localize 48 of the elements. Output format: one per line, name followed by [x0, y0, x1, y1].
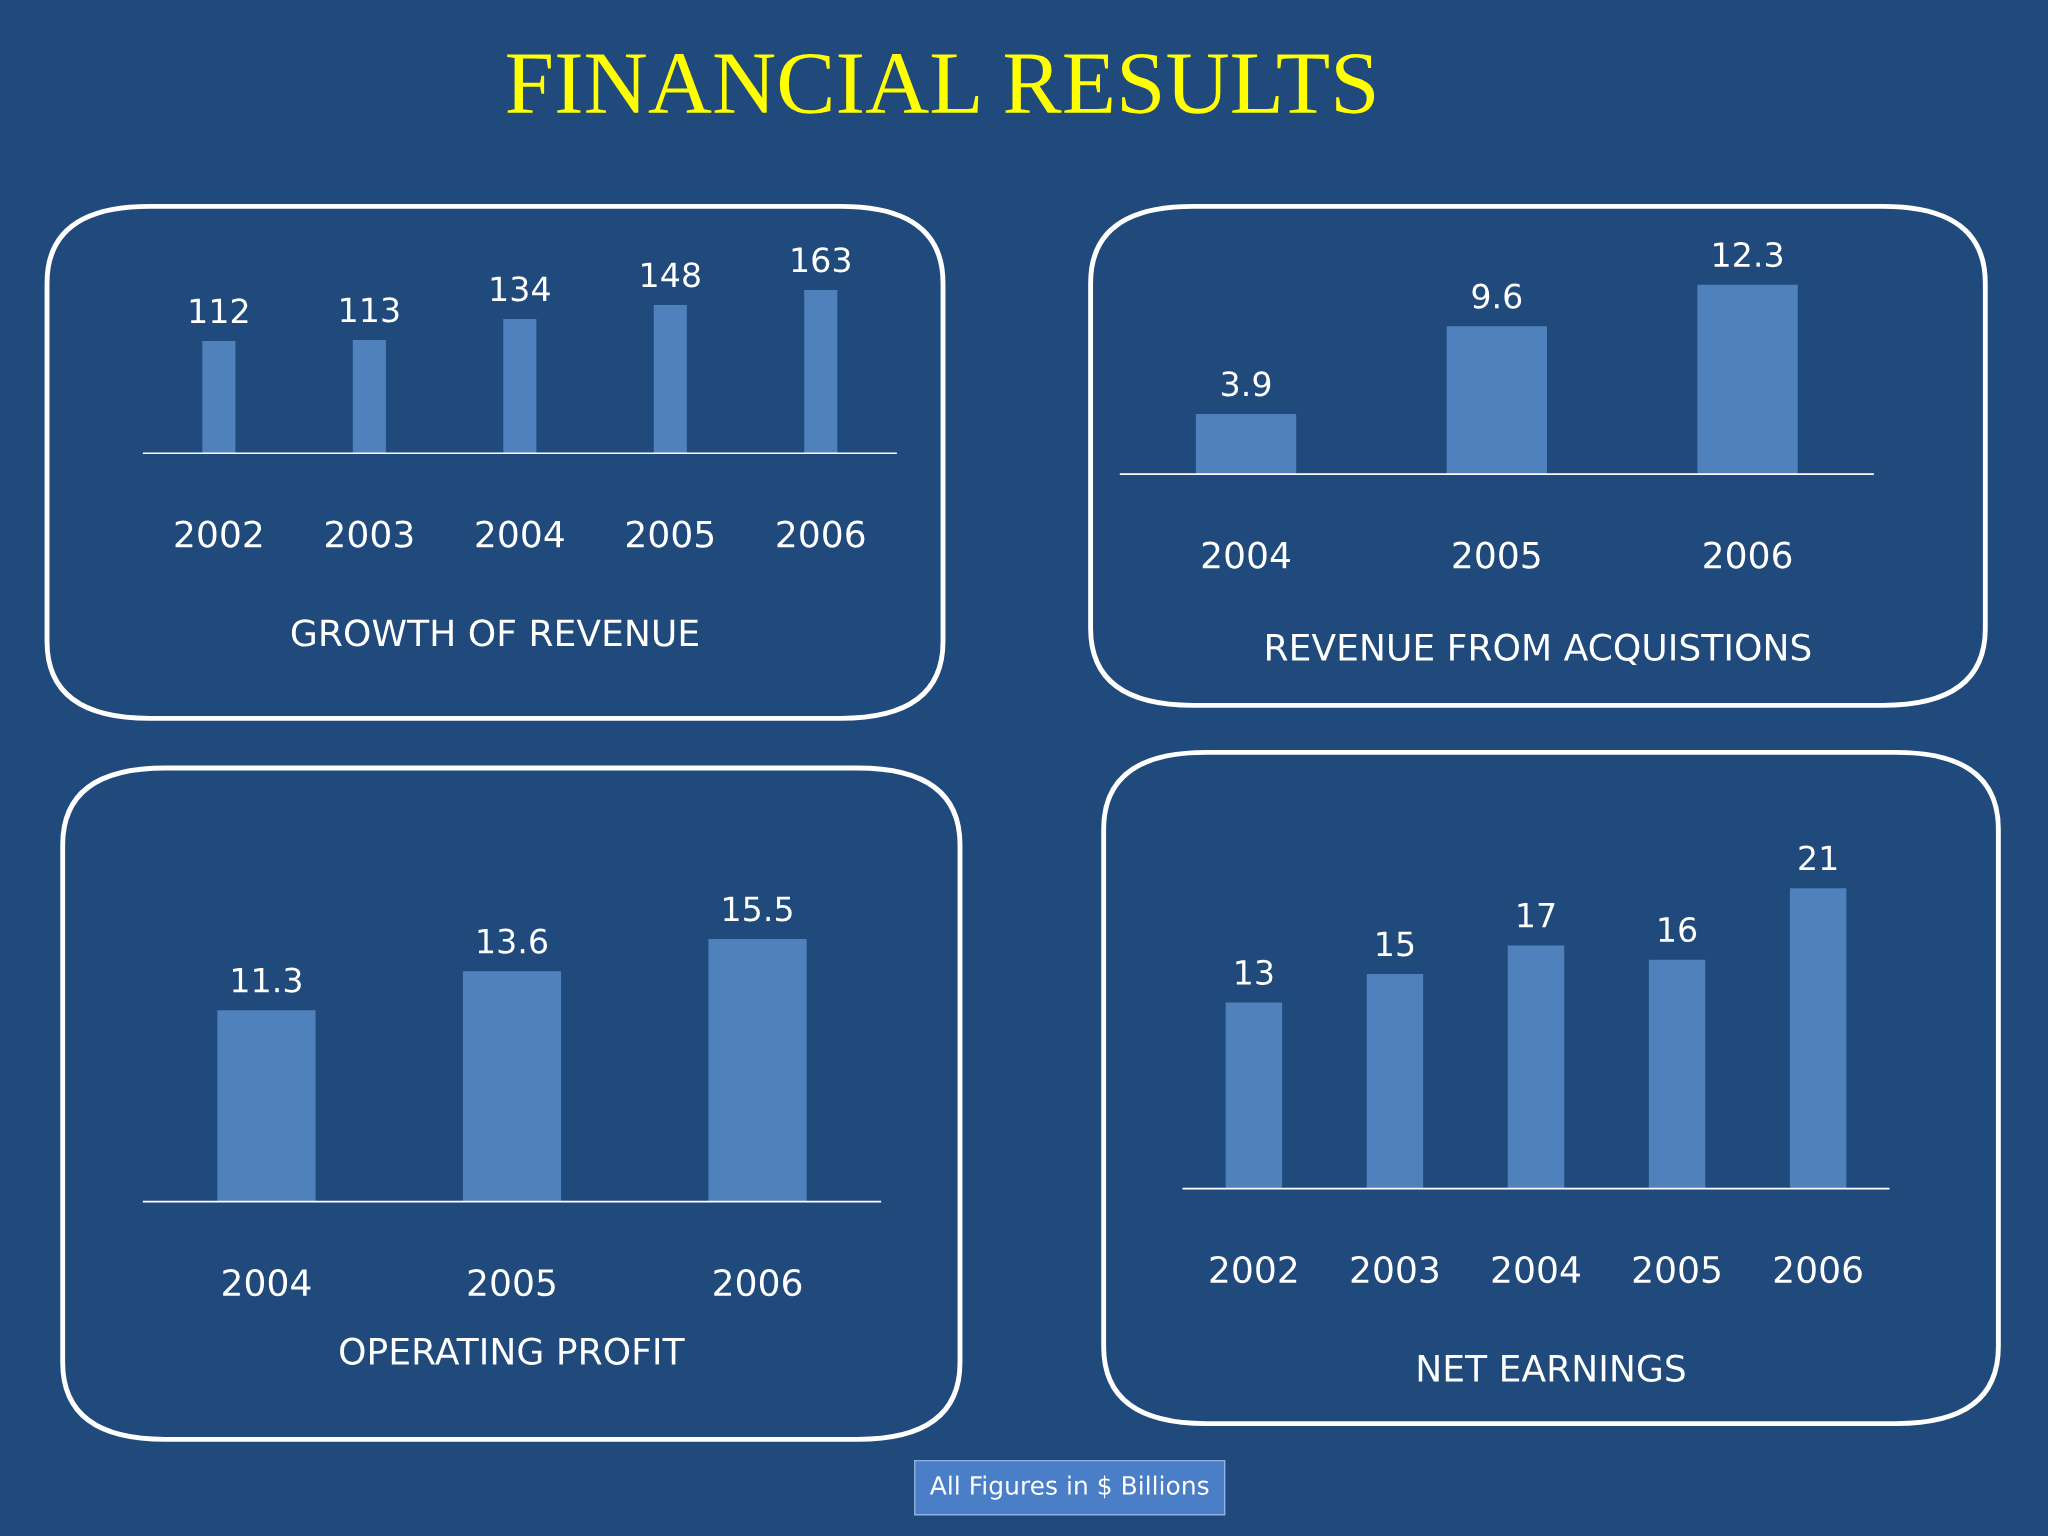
x-tick-label: 2002 [175, 520, 262, 548]
data-label: 113 [341, 297, 399, 323]
x-tick-label: 2005 [468, 1268, 555, 1297]
data-label: 112 [190, 298, 248, 323]
x-tick-label: 2003 [326, 520, 413, 548]
data-label: 134 [491, 276, 550, 302]
data-label: 17 [1518, 903, 1555, 928]
x-tick-label: 2005 [1453, 541, 1540, 569]
bar [202, 341, 236, 454]
x-tick-label: 2002 [1210, 1255, 1297, 1284]
x-tick-label: 2004 [223, 1268, 311, 1297]
data-label: 3.9 [1222, 371, 1271, 397]
x-axis-title: NET EARNINGS [1418, 1354, 1685, 1382]
x-tick-label: 2004 [1492, 1255, 1580, 1284]
data-label: 9.6 [1472, 283, 1522, 309]
data-label: 15 [1377, 931, 1414, 957]
x-tick-label: 2005 [1633, 1255, 1720, 1284]
data-label: 15.5 [724, 896, 792, 922]
x-tick-label: 2006 [714, 1268, 802, 1297]
bar [653, 304, 687, 454]
data-label: 21 [1799, 845, 1837, 871]
x-axis-title: GROWTH OF REVENUE [291, 619, 698, 647]
x-tick-label: 2006 [1774, 1255, 1862, 1284]
bar [352, 340, 386, 454]
bar [804, 289, 838, 454]
bar [1366, 973, 1424, 1189]
data-label: 163 [792, 247, 850, 273]
chart-title: FINANCIAL RESULTS [507, 53, 1375, 114]
x-tick-label: 2004 [476, 520, 564, 548]
bar [1507, 945, 1565, 1189]
bar [1225, 1002, 1283, 1189]
data-label: 148 [642, 262, 700, 288]
x-tick-label: 2005 [627, 520, 714, 548]
x-axis-title: REVENUE FROM ACQUISTIONS [1267, 633, 1811, 666]
x-tick-label: 2006 [777, 520, 865, 548]
x-tick-label: 2006 [1704, 541, 1792, 569]
x-tick-label: 2004 [1202, 541, 1290, 569]
data-label: 16 [1659, 916, 1697, 943]
bar [1648, 959, 1706, 1189]
data-label: 12.3 [1714, 241, 1783, 268]
data-label: 13.6 [478, 928, 548, 954]
bar [1789, 888, 1847, 1189]
x-tick-label: 2003 [1351, 1255, 1438, 1284]
data-label: 11.3 [233, 967, 301, 993]
data-label: 13 [1236, 959, 1273, 986]
x-axis-title: OPERATING PROFIT [340, 1337, 685, 1365]
bar [503, 319, 537, 454]
text: All Figures in $ Billions [929, 1475, 1209, 1500]
